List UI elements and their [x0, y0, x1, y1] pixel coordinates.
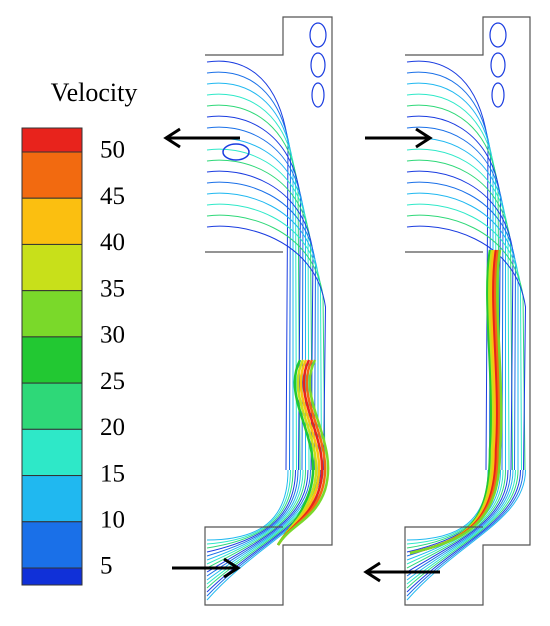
- colorbar-label: 45: [100, 183, 125, 210]
- vortex: [491, 82, 505, 108]
- colorbar-label: 20: [100, 414, 125, 441]
- vortex: [490, 52, 506, 78]
- streamline: [276, 359, 330, 546]
- arrows: [163, 127, 440, 583]
- colorbar-label: 35: [100, 275, 125, 302]
- streamline: [206, 170, 314, 471]
- streamline: [406, 469, 524, 597]
- arrow: [365, 127, 433, 149]
- streamline: [406, 214, 526, 471]
- streamline: [409, 249, 501, 555]
- streamline: [206, 469, 296, 553]
- colorbar-band: [21, 475, 83, 523]
- streamline: [206, 469, 299, 557]
- streamline: [206, 126, 304, 471]
- left-domain: [204, 16, 333, 606]
- colorbar-band: [21, 336, 83, 384]
- streamline: [206, 469, 291, 545]
- colorbar-band: [21, 197, 83, 245]
- streamline: [406, 469, 516, 585]
- streamline: [406, 225, 527, 471]
- colorbar-band: [21, 521, 83, 569]
- colorbar-label: 50: [100, 137, 125, 164]
- streamline: [206, 82, 294, 470]
- streamline: [206, 469, 311, 577]
- colorbar-band: [21, 127, 83, 153]
- colorbar-band: [21, 567, 83, 586]
- streamline: [206, 469, 289, 541]
- streamline: [206, 93, 297, 471]
- colorbar-label: 10: [100, 507, 125, 534]
- colorbar-label: 30: [100, 322, 125, 349]
- streamline: [406, 469, 521, 593]
- streamline: [406, 181, 517, 471]
- streamline: [406, 469, 511, 577]
- vortex: [310, 52, 326, 78]
- streamline: [206, 469, 301, 561]
- streamline: [409, 249, 493, 555]
- colorbar-label: 40: [100, 229, 125, 256]
- streamline: [406, 192, 519, 470]
- vortex: [222, 143, 250, 161]
- streamline: [206, 203, 322, 471]
- colorbar-band: [21, 290, 83, 338]
- streamline: [206, 192, 319, 470]
- colorbar-title: Velocity: [51, 78, 138, 107]
- flow-field: [206, 22, 527, 601]
- arrow: [363, 561, 440, 583]
- colorbar-band: [21, 428, 83, 477]
- streamline: [206, 71, 292, 471]
- streamline: [206, 225, 327, 471]
- streamline: [406, 93, 497, 471]
- vortex: [489, 22, 507, 48]
- colorbar: 50 45 40 35 30 25 20 15 10 5: [21, 127, 125, 586]
- streamline: [406, 82, 494, 470]
- colorbar-band: [21, 243, 83, 292]
- streamline: [206, 469, 294, 549]
- vortex: [311, 82, 325, 108]
- right-domain: [404, 16, 531, 606]
- arrow: [172, 557, 241, 579]
- colorbar-label: 15: [100, 460, 125, 487]
- streamline: [409, 249, 503, 555]
- colorbar-label: 25: [100, 368, 125, 395]
- vortex: [309, 22, 327, 48]
- colorbar-band: [21, 382, 83, 430]
- streamline: [406, 469, 526, 601]
- streamline: [406, 469, 509, 573]
- arrow: [163, 127, 240, 149]
- streamline: [206, 181, 317, 471]
- streamline: [206, 214, 326, 471]
- streamline: [406, 203, 522, 471]
- streamline: [206, 469, 319, 589]
- streamline: [406, 469, 514, 581]
- geometry: [204, 16, 531, 606]
- colorbar-band: [21, 151, 83, 199]
- colorbar-label: 5: [100, 553, 113, 580]
